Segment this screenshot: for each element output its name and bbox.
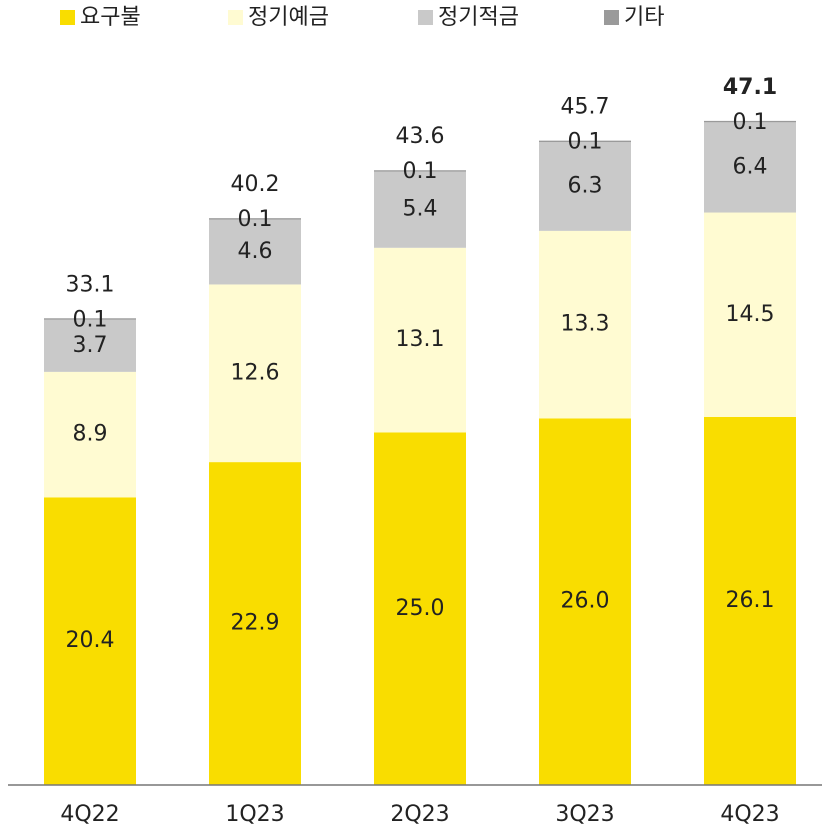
value-label: 26.0	[561, 589, 610, 614]
legend-label: 요구불	[80, 5, 141, 30]
total-label: 40.2	[231, 172, 280, 197]
value-label: 0.1	[238, 207, 273, 232]
value-label: 6.3	[568, 173, 603, 198]
value-label: 13.3	[561, 312, 610, 337]
value-label: 26.1	[726, 588, 775, 613]
value-label: 0.1	[568, 130, 603, 155]
bar-segment	[374, 247, 466, 433]
value-label: 13.1	[396, 327, 445, 352]
bar-segment	[539, 140, 631, 143]
value-label: 25.0	[396, 596, 445, 621]
bar-segment	[539, 418, 631, 785]
bar-segment	[704, 122, 796, 213]
bar-segment	[704, 416, 796, 785]
x-tick-label: 4Q23	[720, 802, 779, 827]
value-label: 12.6	[231, 360, 280, 385]
legend-swatch	[228, 10, 243, 25]
value-label: 14.5	[726, 302, 775, 327]
total-label: 47.1	[723, 75, 777, 100]
bar-segment	[704, 120, 796, 123]
value-label: 20.4	[66, 628, 115, 653]
legend-swatch	[604, 10, 619, 25]
total-label: 33.1	[66, 272, 115, 297]
bar-segment	[374, 171, 466, 248]
bar-segment	[539, 142, 631, 231]
value-label: 22.9	[231, 611, 280, 636]
bar-segment	[44, 497, 136, 785]
bar-segment	[44, 318, 136, 320]
total-label: 43.6	[396, 124, 445, 149]
bar-segment	[44, 371, 136, 498]
value-label: 0.1	[403, 159, 438, 184]
value-label: 0.1	[733, 110, 768, 135]
value-label: 5.4	[403, 197, 438, 222]
value-label: 4.6	[238, 239, 273, 264]
bar-segment	[209, 219, 301, 285]
x-tick-label: 2Q23	[390, 802, 449, 827]
legend-label: 정기예금	[248, 5, 329, 30]
value-label: 0.1	[73, 307, 108, 332]
bar-segment	[209, 218, 301, 220]
total-label: 45.7	[561, 95, 610, 120]
legend-label: 기타	[624, 5, 664, 30]
bar-segment	[539, 230, 631, 419]
bar-segment	[209, 284, 301, 463]
bar-segment	[44, 319, 136, 372]
bar-segment	[374, 432, 466, 785]
value-label: 6.4	[733, 154, 768, 179]
x-tick-label: 1Q23	[225, 802, 284, 827]
legend-swatch	[60, 10, 75, 25]
bar-segment	[374, 170, 466, 172]
legend-swatch	[418, 10, 433, 25]
bar-segment	[704, 212, 796, 417]
x-tick-label: 3Q23	[555, 802, 614, 827]
bar-segment	[209, 462, 301, 785]
x-tick-label: 4Q22	[60, 802, 119, 827]
legend-label: 정기적금	[438, 5, 519, 30]
value-label: 8.9	[73, 422, 108, 447]
value-label: 3.7	[73, 333, 108, 358]
